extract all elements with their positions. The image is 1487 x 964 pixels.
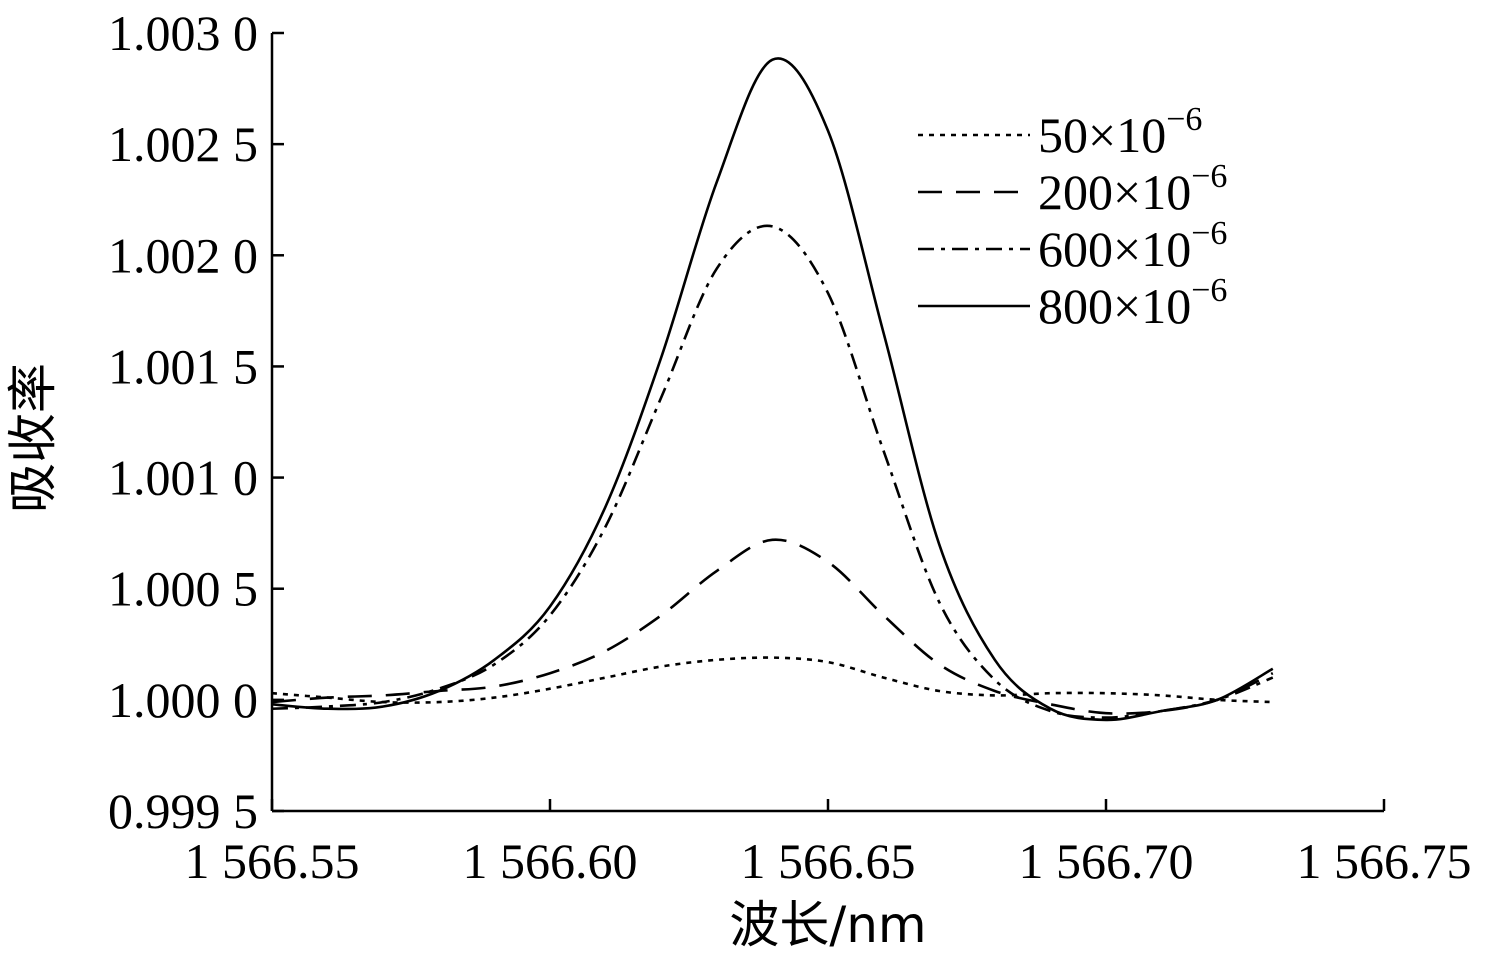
series-50-line — [271, 656, 1273, 704]
y-tick-label: 1.001 5 — [108, 338, 258, 394]
y-tick-label: 1.000 5 — [108, 561, 258, 617]
legend-entry-50: 50×10−6 — [1038, 101, 1202, 163]
y-tick-label: 0.999 5 — [108, 783, 258, 839]
y-tick-label: 1.002 5 — [108, 116, 258, 172]
legend-entry-800: 800×10−6 — [1038, 272, 1227, 334]
series-800-line — [271, 57, 1274, 722]
y-tick-label: 1.000 0 — [108, 672, 258, 728]
x-tick-label: 1 566.55 — [185, 833, 360, 889]
legend-entry-200: 200×10−6 — [1038, 158, 1227, 220]
x-tick-label: 1 566.60 — [463, 833, 638, 889]
y-tick-label: 1.001 0 — [108, 450, 258, 506]
x-tick-label: 1 566.70 — [1019, 833, 1194, 889]
series-200-line — [271, 538, 1274, 715]
y-tick-label: 1.002 0 — [108, 227, 258, 283]
x-tick-label: 1 566.75 — [1297, 833, 1472, 889]
x-tick-label: 1 566.65 — [741, 833, 916, 889]
legend-entry-600: 600×10−6 — [1038, 215, 1227, 277]
y-tick-label: 1.003 0 — [108, 5, 258, 61]
y-axis-label: 吸收率 — [4, 363, 62, 513]
series-lines — [271, 57, 1274, 722]
x-axis-label: 波长/nm — [729, 896, 926, 954]
axes: 0.999 5 1.000 0 1.000 5 1.001 0 1.001 5 1.002… — [108, 5, 1472, 889]
